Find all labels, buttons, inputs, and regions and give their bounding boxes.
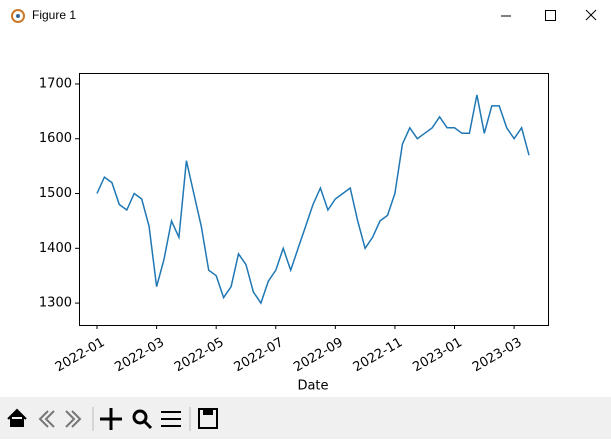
y-tick-label: 1500	[39, 186, 72, 201]
x-tick-label: 2022-03	[112, 335, 167, 375]
window-title: Figure 1	[32, 8, 77, 22]
x-tick-label: 2022-11	[351, 335, 406, 375]
toolbar-icons[interactable]	[0, 397, 230, 439]
title-bar: Figure 1	[0, 0, 611, 32]
x-tick-label: 2022-01	[53, 335, 108, 375]
y-tick-label: 1300	[39, 296, 72, 311]
app-icon	[11, 9, 25, 23]
x-tick-label: 2023-01	[410, 335, 465, 375]
y-tick-label: 1600	[39, 131, 72, 146]
window-controls[interactable]	[481, 0, 611, 32]
x-tick-label: 2022-09	[291, 335, 346, 375]
y-tick-label: 1700	[39, 76, 72, 91]
toolbar	[0, 397, 611, 439]
y-tick-label: 1400	[39, 241, 72, 256]
line-series	[96, 94, 530, 305]
x-tick-label: 2023-03	[470, 335, 525, 375]
x-tick-label: 2022-07	[232, 335, 287, 375]
x-tick-label: 2022-05	[172, 335, 227, 375]
x-axis-label: Date	[297, 379, 328, 394]
plot-frame	[79, 73, 549, 326]
